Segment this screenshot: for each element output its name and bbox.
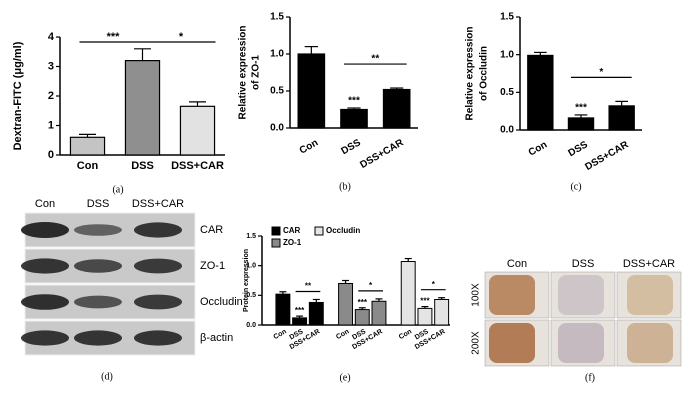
bar [308,301,324,326]
blot-band [74,330,122,346]
y-tick-label: 1.0 [246,263,256,270]
y-axis-label: of Occludin [479,46,490,101]
significance-label: * [179,31,184,43]
panel-label: (e) [339,372,350,383]
blot-band [21,330,69,346]
panel-label: (b) [339,181,351,192]
significance-label: *** [420,297,430,306]
bar [371,300,387,326]
significance-label: *** [348,96,360,107]
blot-column-label: DSS [87,198,110,210]
significance-label: * [369,281,373,290]
bar [567,117,595,131]
x-tick-label: Con [77,160,99,172]
significance-label: * [599,67,603,78]
legend-label: ZO-1 [283,238,302,247]
blot-band [74,259,122,273]
y-tick-label: 0 [48,149,54,161]
significance-label: *** [107,31,121,43]
legend-swatch [314,226,324,236]
bar [400,261,416,326]
histology-column-label: Con [507,258,527,270]
blot-band [134,258,182,274]
blot-band [134,294,182,310]
y-tick-label: 1.5 [246,233,256,240]
blot-band [134,222,182,238]
panel-label: (a) [112,184,123,195]
blot-row-label: β-actin [200,332,233,344]
blot-column-label: DSS+CAR [132,198,184,210]
blot-column-label: Con [35,198,55,210]
y-axis-label: Dextran-FITC (μg/ml) [12,41,24,150]
significance-label: *** [575,103,587,114]
y-axis-label: Relative expression [465,27,476,121]
blot-row-label: ZO-1 [200,260,225,272]
bar [354,309,370,326]
blot-row-label: Occludin [200,296,243,308]
bar [527,54,554,131]
y-tick-label: 1.0 [270,49,284,60]
blot-band [21,294,69,310]
legend-label: CAR [283,226,301,235]
tissue [627,275,673,315]
legend-swatch [271,226,281,236]
tissue [489,323,535,363]
y-tick-label: 0.0 [500,125,514,136]
bar [292,317,308,326]
histology-column-label: DSS [572,258,595,270]
y-tick-label: 1.5 [500,12,514,23]
bar [434,298,450,326]
y-axis-label: of ZO-1 [251,55,262,90]
histology-row-label: 100X [471,283,482,307]
y-axis-label: Relative expression [238,26,249,120]
bar [608,105,635,131]
panel-label: (c) [570,181,581,192]
y-tick-label: 0.5 [500,87,514,98]
bar [275,293,291,326]
y-tick-label: 0.0 [270,123,284,134]
blot-band [134,330,182,346]
significance-label: ** [371,54,379,65]
significance-label: ** [305,282,312,291]
bar [338,282,354,326]
bar [69,136,106,156]
x-tick-label: DSS [131,160,154,172]
legend-label: Occludin [326,226,360,235]
y-tick-label: 3 [48,60,54,72]
histology-column-label: DSS+CAR [623,258,675,270]
bar [417,307,433,326]
significance-label: *** [358,298,368,307]
tissue [558,275,604,315]
y-tick-label: 1.5 [270,12,284,23]
y-tick-label: 0.0 [246,322,256,329]
panel-label: (d) [101,371,113,382]
bar [124,59,161,156]
blot-band [74,224,122,236]
y-tick-label: 0.5 [270,86,284,97]
panel-label: (f) [585,372,595,383]
bar [340,108,368,129]
blot-band [74,295,122,309]
bar [382,88,411,129]
y-axis-label: Protein expression [243,249,250,312]
tissue [558,323,604,363]
bar [297,53,326,129]
y-tick-label: 1 [48,119,54,131]
y-tick-label: 2 [48,90,54,102]
legend-swatch [271,238,281,248]
blot-row-label: CAR [200,224,223,236]
x-tick-label: DSS+CAR [171,160,224,172]
histology-row-label: 200X [471,331,482,355]
blot-band [21,222,69,238]
y-tick-label: 1.0 [500,49,514,60]
bar [179,105,216,156]
significance-label: *** [295,306,305,315]
tissue [489,275,535,315]
y-tick-label: 4 [48,31,55,43]
y-tick-label: 0.5 [246,292,256,299]
blot-band [21,258,69,274]
significance-label: * [432,280,436,289]
tissue [627,323,673,363]
